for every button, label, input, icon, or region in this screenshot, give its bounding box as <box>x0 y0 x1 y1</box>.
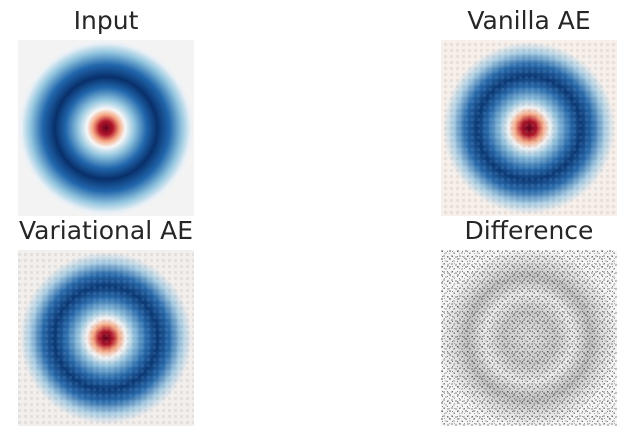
variational-ae-heatmap <box>18 250 194 426</box>
vanilla-ae-heatmap <box>441 40 617 216</box>
variational-ae-image <box>18 250 194 426</box>
panel-title-variational-ae: Variational AE <box>18 216 194 245</box>
panel-title-input: Input <box>73 6 139 35</box>
difference-image <box>441 250 617 426</box>
difference-heatmap <box>441 250 617 426</box>
panel-title-difference: Difference <box>464 216 594 245</box>
vanilla-ae-image <box>441 40 617 216</box>
input-image <box>18 40 194 216</box>
panel-title-vanilla-ae: Vanilla AE <box>467 6 591 35</box>
input-heatmap <box>18 40 194 216</box>
